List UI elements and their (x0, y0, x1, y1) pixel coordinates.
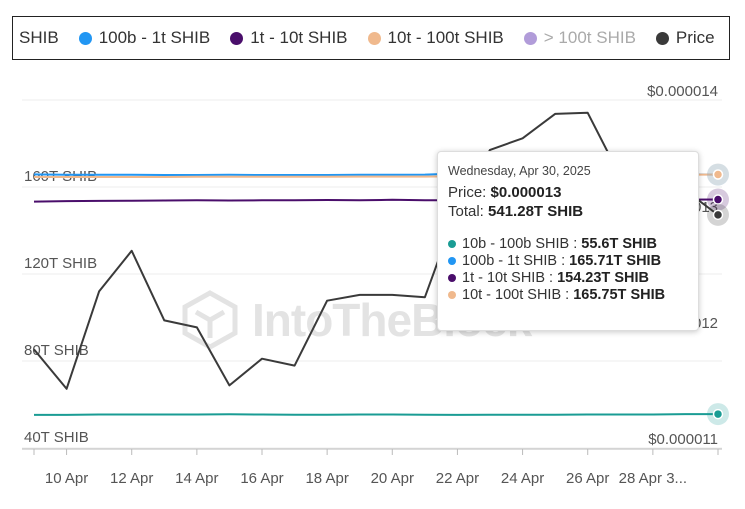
tooltip-series-value: 165.75T SHIB (573, 287, 666, 303)
legend-item[interactable]: SHIB (19, 28, 59, 48)
legend-dot-icon (78, 31, 92, 45)
tooltip-series-label: 1t - 10t SHIB : (462, 270, 554, 286)
legend-label: 1t - 10t SHIB (250, 28, 348, 47)
chart-tooltip: Wednesday, Apr 30, 2025 Price: $0.000013… (437, 151, 699, 331)
tooltip-series-value: 154.23T SHIB (557, 270, 649, 286)
x-tick-label: 22 Apr (436, 470, 479, 487)
end-marker[interactable] (712, 209, 724, 221)
x-tick-label: 16 Apr (240, 470, 283, 487)
tooltip-series-list: 10b - 100b SHIB :55.6T SHIB 100b - 1t SHI… (448, 236, 688, 303)
chart-legend: SHIB 100b - 1t SHIB 1t - 10t SHIB 10t - 100… (12, 16, 730, 60)
gridlines (22, 99, 722, 455)
tooltip-series-value: 165.71T SHIB (569, 253, 662, 269)
tooltip-series-label: 10t - 100t SHIB : (462, 287, 570, 303)
legend-item[interactable]: 1t - 10t SHIB (230, 28, 348, 48)
legend-item[interactable]: Price (655, 28, 715, 48)
series-line-price (33, 111, 719, 390)
tooltip-series-row: 100b - 1t SHIB :165.71T SHIB (448, 253, 688, 269)
end-marker[interactable] (712, 194, 724, 205)
y-right-tick-label: $0.000014 (647, 83, 718, 100)
x-tick-label: 26 Apr (566, 470, 609, 487)
tooltip-price: Price: $0.000013 (448, 184, 688, 201)
tooltip-series-row: 10t - 100t SHIB :165.75T SHIB (448, 287, 688, 303)
tooltip-total-label: Total: (448, 203, 484, 220)
legend-label: 100b - 1t SHIB (98, 28, 211, 47)
tooltip-series-row: 10b - 100b SHIB :55.6T SHIB (448, 236, 688, 252)
tooltip-total-value: 541.28T SHIB (488, 203, 584, 220)
legend-item[interactable]: > 100t SHIB (523, 28, 636, 48)
x-tick-label: 14 Apr (175, 470, 218, 487)
end-markers (707, 163, 729, 426)
legend-dot-icon (367, 31, 381, 45)
tooltip-dot-icon (448, 257, 456, 265)
tooltip-price-label: Price: (448, 184, 487, 201)
legend-label: SHIB (19, 28, 59, 47)
x-tick-label: 24 Apr (501, 470, 544, 487)
y-left-tick-label: 120T SHIB (24, 255, 97, 272)
y-left-tick-label: 80T SHIB (24, 342, 89, 359)
tooltip-series-row: 1t - 10t SHIB :154.23T SHIB (448, 270, 688, 286)
tooltip-price-value: $0.000013 (490, 184, 562, 201)
tooltip-dot-icon (448, 291, 456, 299)
tooltip-series-label: 10b - 100b SHIB : (462, 236, 578, 252)
legend-label: 10t - 100t SHIB (387, 28, 504, 47)
x-tick-label: 28 Apr 3... (619, 470, 687, 487)
tooltip-dot-icon (448, 240, 456, 248)
tooltip-date: Wednesday, Apr 30, 2025 (448, 164, 591, 178)
legend-dot-icon (230, 31, 244, 45)
x-tick-label: 12 Apr (110, 470, 153, 487)
series-line-10b-100b-shib (34, 413, 718, 416)
tooltip-series-value: 55.6T SHIB (581, 236, 658, 252)
watermark-logo-icon (182, 290, 238, 350)
y-left-tick-label: 40T SHIB (24, 429, 89, 446)
y-right-tick-label: $0.000011 (648, 431, 718, 448)
x-tick-label: 20 Apr (371, 470, 414, 487)
end-marker[interactable] (712, 408, 724, 420)
end-marker[interactable] (712, 169, 724, 180)
legend-dot-icon (655, 31, 669, 45)
tooltip-dot-icon (448, 274, 456, 282)
legend-dot-icon (523, 31, 537, 45)
legend-item[interactable]: 100b - 1t SHIB (78, 28, 211, 48)
legend-label: > 100t SHIB (543, 28, 636, 47)
x-tick-label: 10 Apr (45, 470, 88, 487)
tooltip-series-label: 100b - 1t SHIB : (462, 253, 566, 269)
legend-item[interactable]: 10t - 100t SHIB (367, 28, 504, 48)
legend-label: Price (675, 28, 715, 47)
tooltip-total: Total: 541.28T SHIB (448, 203, 688, 220)
x-tick-label: 18 Apr (305, 470, 348, 487)
